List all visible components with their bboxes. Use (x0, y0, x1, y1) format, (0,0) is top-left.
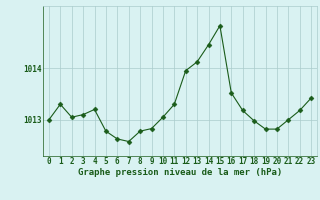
X-axis label: Graphe pression niveau de la mer (hPa): Graphe pression niveau de la mer (hPa) (78, 168, 282, 177)
